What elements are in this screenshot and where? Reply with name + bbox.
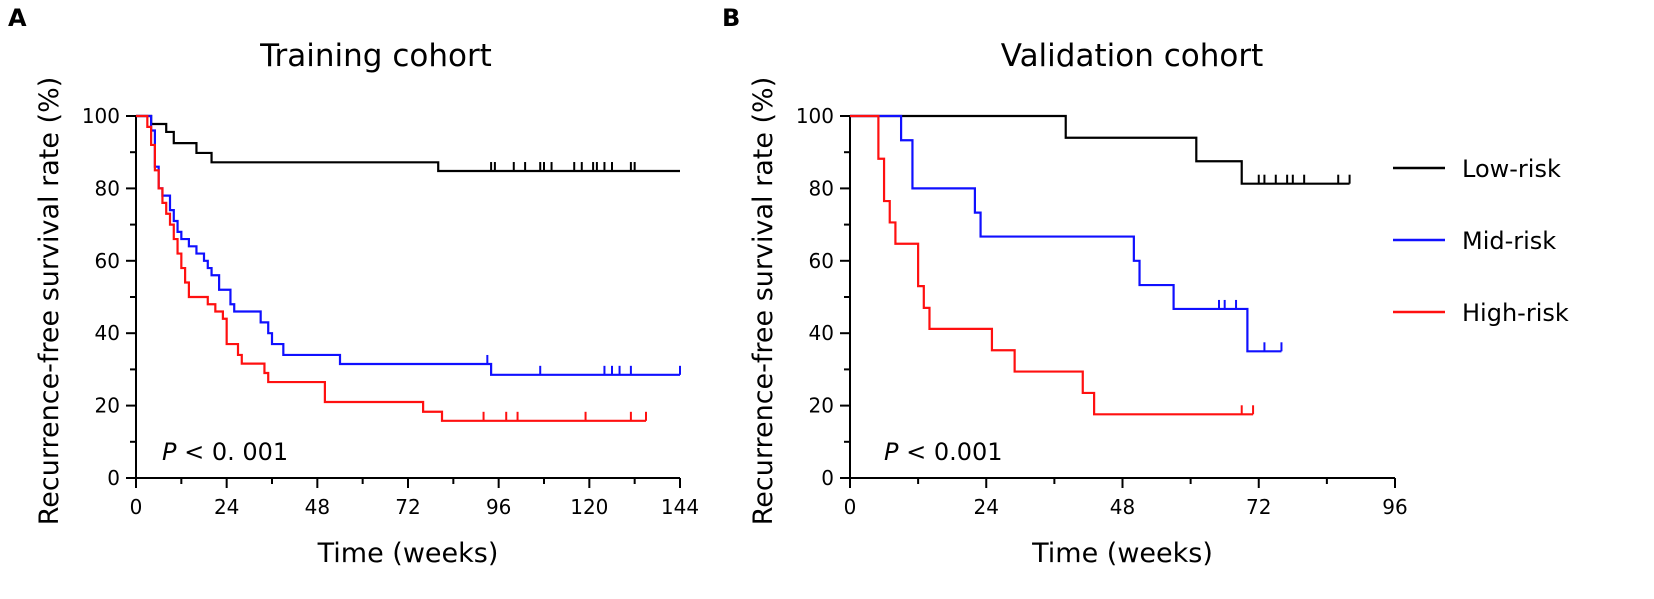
panel-a: A Training cohort 0 20 40 60 80 100 0 24 48 72 96 120… [8, 4, 699, 569]
y-tick-label: 80 [809, 176, 834, 200]
y-tick-label: 100 [796, 104, 834, 128]
x-tick-label: 48 [305, 495, 330, 519]
survival-curve-mid-risk [850, 114, 1282, 353]
x-tick-label: 24 [974, 495, 999, 519]
y-tick-label: 20 [809, 394, 834, 418]
x-axis-title: Time (weeks) [1031, 538, 1213, 569]
p-value-symbol: P [884, 438, 899, 466]
x-tick-label: 120 [570, 495, 608, 519]
x-tick-label: 72 [395, 495, 420, 519]
panel-letter: B [722, 4, 740, 32]
y-tick-label: 60 [95, 249, 120, 273]
y-tick-label: 0 [821, 466, 834, 490]
x-tick-label: 48 [1110, 495, 1135, 519]
chart-title: Training cohort [259, 38, 492, 74]
y-tick-label: 40 [95, 321, 120, 345]
legend-label-low-risk: Low-risk [1462, 155, 1561, 183]
chart-title: Validation cohort [1001, 38, 1263, 74]
y-tick-label: 40 [809, 321, 834, 345]
survival-curve-high-risk [136, 114, 646, 422]
panel-b: B Validation cohort 0 20 40 60 80 100 0 24 48 72 96 T… [722, 4, 1569, 569]
p-value-text: < 0.001 [898, 438, 1002, 466]
p-value-symbol: P [162, 438, 177, 466]
survival-curve-low-risk [136, 114, 680, 173]
legend: Low-risk Mid-risk High-risk [1393, 155, 1569, 327]
p-value-text: < 0. 001 [176, 438, 288, 466]
x-tick-label: 96 [486, 495, 511, 519]
p-value-annotation: P < 0.001 [884, 438, 1003, 466]
legend-label-high-risk: High-risk [1462, 299, 1569, 327]
x-tick-label: 72 [1246, 495, 1271, 519]
survival-curve-mid-risk [136, 114, 680, 376]
y-tick-label: 0 [107, 466, 120, 490]
panel-letter: A [8, 4, 27, 32]
x-tick-label: 24 [214, 495, 239, 519]
survival-curve-low-risk [850, 114, 1350, 185]
p-value-annotation: P < 0. 001 [162, 438, 288, 466]
y-axis-title: Recurrence-free survival rate (%) [34, 77, 65, 526]
x-axis-title: Time (weeks) [317, 538, 499, 569]
y-tick-label: 80 [95, 176, 120, 200]
legend-label-mid-risk: Mid-risk [1462, 227, 1556, 255]
y-tick-label: 100 [82, 104, 120, 128]
x-tick-label: 144 [661, 495, 699, 519]
y-tick-label: 60 [809, 249, 834, 273]
y-tick-label: 20 [95, 394, 120, 418]
survival-curve-high-risk [850, 114, 1254, 416]
x-tick-label: 96 [1382, 495, 1407, 519]
x-tick-label: 0 [130, 495, 143, 519]
x-tick-label: 0 [844, 495, 857, 519]
y-axis-title: Recurrence-free survival rate (%) [748, 77, 779, 526]
